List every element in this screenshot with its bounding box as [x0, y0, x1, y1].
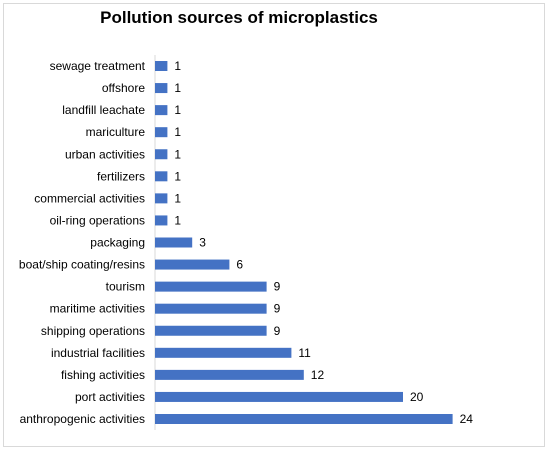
bar-value-label: 1	[174, 81, 181, 95]
category-tick-label: mariculture	[86, 125, 146, 139]
bar	[155, 259, 230, 270]
category-tick-label: anthropogenic activities	[20, 412, 145, 426]
chart-title: Pollution sources of microplastics	[100, 8, 378, 27]
category-tick-label: landfill leachate	[62, 103, 145, 117]
bar-value-label: 1	[174, 103, 181, 117]
bar	[155, 149, 168, 160]
bar-value-label: 1	[174, 59, 181, 73]
bar-value-label: 1	[174, 191, 181, 205]
bar	[155, 61, 168, 71]
bar-value-label: 9	[274, 280, 281, 294]
bar	[155, 303, 267, 314]
bar	[155, 325, 267, 336]
category-tick-label: boat/ship coating/resins	[19, 258, 145, 272]
bar-value-label: 9	[274, 324, 281, 338]
bar	[155, 127, 168, 138]
category-tick-label: fishing activities	[61, 368, 145, 382]
bar	[155, 83, 168, 94]
category-tick-label: tourism	[106, 280, 145, 294]
bar-value-label: 3	[199, 236, 206, 250]
category-tick-label: oil-ring operations	[50, 213, 145, 227]
bar-value-label: 9	[274, 302, 281, 316]
category-tick-label: packaging	[90, 236, 145, 250]
bar	[155, 105, 168, 116]
category-tick-label: commercial activities	[34, 191, 145, 205]
bar-value-label: 11	[298, 346, 311, 360]
bar	[155, 347, 292, 358]
category-tick-label: fertilizers	[97, 169, 145, 183]
bar-value-label: 1	[174, 147, 181, 161]
category-tick-label: maritime activities	[50, 302, 145, 316]
bar-value-label: 6	[236, 258, 243, 272]
bar-value-label: 20	[410, 390, 424, 404]
bar	[155, 391, 403, 402]
category-tick-label: sewage treatment	[50, 59, 146, 73]
bar-value-label: 12	[311, 368, 325, 382]
bar-value-label: 1	[174, 213, 181, 227]
bar	[155, 369, 304, 380]
bar	[155, 237, 193, 248]
bar	[155, 281, 267, 292]
category-tick-label: offshore	[102, 81, 145, 95]
bar	[155, 215, 168, 226]
category-tick-label: shipping operations	[41, 324, 145, 338]
bar-value-label: 24	[460, 412, 474, 426]
bar-value-label: 1	[174, 169, 181, 183]
bar	[155, 193, 168, 204]
bar	[155, 414, 453, 424]
bar	[155, 171, 168, 182]
category-tick-label: industrial facilities	[51, 346, 145, 360]
category-tick-label: urban activities	[65, 147, 145, 161]
category-tick-label: port activities	[75, 390, 145, 404]
bar-value-label: 1	[174, 125, 181, 139]
